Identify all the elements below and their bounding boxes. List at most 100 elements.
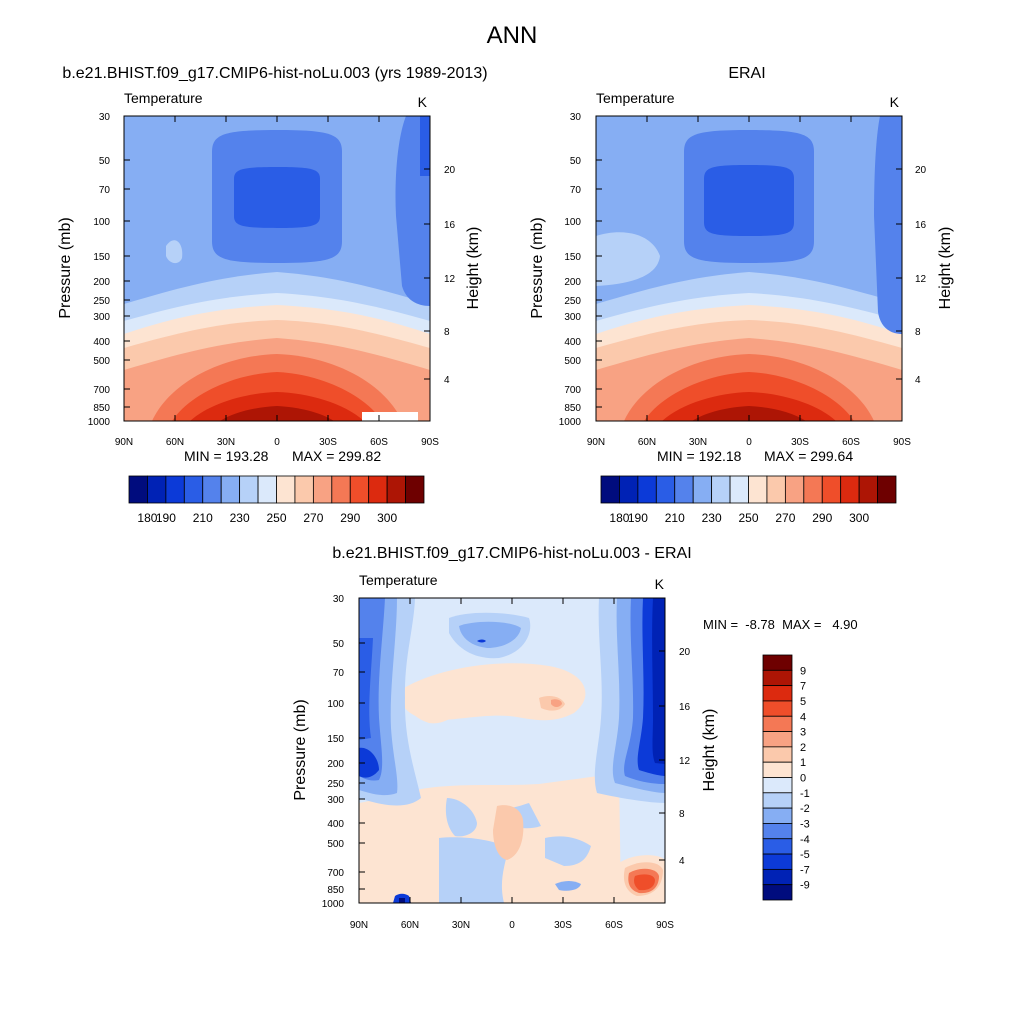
obs-colorbar-tick-label: 210 <box>665 511 685 525</box>
model-colorbar-swatch <box>239 475 259 504</box>
svg-text:150: 150 <box>93 252 110 263</box>
svg-text:4: 4 <box>679 856 685 867</box>
svg-text:0: 0 <box>746 437 752 448</box>
diff-minmax-label: MIN = -8.78 MAX = 4.90 <box>703 617 858 632</box>
svg-text:1000: 1000 <box>88 417 111 428</box>
svg-text:200: 200 <box>564 277 581 288</box>
svg-text:90S: 90S <box>421 437 439 448</box>
model-colorbar-tick-label: 190 <box>156 511 176 525</box>
svg-text:60S: 60S <box>605 920 623 931</box>
diff-colorbar-tick-label: 3 <box>800 727 806 739</box>
model-colorbar-tick-label: 250 <box>266 511 286 525</box>
diff-colorbar-swatch <box>762 731 793 748</box>
diff-ylabel: Pressure (mb) <box>292 699 309 800</box>
model-x-ticks: 90N 60N 30N 0 30S 60S 90S <box>115 116 439 448</box>
obs-max-label: MAX = 299.64 <box>764 448 853 464</box>
svg-text:200: 200 <box>327 759 344 770</box>
svg-text:1000: 1000 <box>559 417 582 428</box>
obs-min-label: MIN = 192.18 <box>657 448 742 464</box>
diff-colorbar-swatch <box>762 838 793 855</box>
obs-colorbar-swatch <box>655 475 676 504</box>
model-colorbar-swatch <box>220 475 241 504</box>
svg-text:30N: 30N <box>452 920 470 931</box>
svg-text:150: 150 <box>564 252 581 263</box>
diff-colorbar-tick-label: -9 <box>800 880 810 892</box>
obs-colorbar-swatch <box>840 475 860 504</box>
diff-panel: Temperature K <box>292 572 858 931</box>
svg-text:30S: 30S <box>319 437 337 448</box>
diff-panel-header: b.e21.BHIST.f09_g17.CMIP6-hist-noLu.003 … <box>332 545 691 562</box>
svg-text:400: 400 <box>93 337 110 348</box>
obs-colorbar-swatch <box>766 475 786 504</box>
obs-colorbar-swatch <box>637 475 657 504</box>
model-colorbar-swatch <box>276 475 296 504</box>
svg-text:70: 70 <box>570 185 582 196</box>
obs-colorbar-tick-label: 290 <box>812 511 832 525</box>
obs-colorbar-tick-label: 250 <box>738 511 758 525</box>
svg-text:90S: 90S <box>656 920 674 931</box>
model-ylabel: Pressure (mb) <box>57 217 74 318</box>
model-colorbar-swatch <box>386 475 406 504</box>
svg-text:60S: 60S <box>370 437 388 448</box>
obs-colorbar-tick-label: 270 <box>775 511 795 525</box>
diff-colorbar-swatch <box>762 761 793 778</box>
svg-text:100: 100 <box>564 217 581 228</box>
svg-text:250: 250 <box>93 296 110 307</box>
model-variable-label: Temperature <box>124 90 203 106</box>
obs-ylabel-right: Height (km) <box>937 227 954 310</box>
svg-text:16: 16 <box>444 220 456 231</box>
obs-contour-field <box>596 116 902 421</box>
diff-colorbar-tick-label: 4 <box>800 711 806 723</box>
svg-text:50: 50 <box>570 156 582 167</box>
svg-text:70: 70 <box>99 185 111 196</box>
model-colorbar-swatch <box>165 475 185 504</box>
svg-text:50: 50 <box>333 639 345 650</box>
diff-colorbar-swatch <box>762 654 793 671</box>
svg-text:500: 500 <box>564 356 581 367</box>
obs-colorbar-tick-label: 230 <box>702 511 722 525</box>
diff-colorbar-swatch <box>762 823 793 840</box>
model-contour-field <box>124 116 430 421</box>
obs-colorbar-tick-label: 300 <box>849 511 869 525</box>
svg-text:500: 500 <box>327 839 344 850</box>
diff-colorbar-tick-label: -7 <box>800 864 810 876</box>
obs-panel: Temperature K 30 50 70 100 150 200 2 <box>529 90 954 464</box>
diff-variable-label: Temperature <box>359 572 438 588</box>
diff-colorbar-swatch <box>762 685 793 702</box>
diff-colorbar-tick-label: 2 <box>800 742 806 754</box>
svg-text:300: 300 <box>93 312 110 323</box>
model-colorbar-swatch <box>147 475 167 504</box>
diff-y-ticks: 30 50 70 100 150 200 250 300 400 500 700… <box>322 594 365 910</box>
model-colorbar-tick-label: 180 <box>137 511 157 525</box>
diff-contour-field <box>359 598 665 903</box>
model-colorbar-swatch <box>312 475 333 504</box>
svg-text:400: 400 <box>564 337 581 348</box>
model-height-ticks: 20 16 12 8 4 <box>424 165 456 386</box>
model-colorbar-swatch <box>349 475 370 504</box>
model-panel-header: b.e21.BHIST.f09_g17.CMIP6-hist-noLu.003 … <box>62 65 487 82</box>
svg-text:90N: 90N <box>115 437 133 448</box>
model-max-label: MAX = 299.82 <box>292 448 381 464</box>
obs-colorbar-swatch <box>600 475 620 504</box>
svg-text:700: 700 <box>327 868 344 879</box>
svg-text:30S: 30S <box>791 437 809 448</box>
obs-colorbar-swatch <box>821 475 842 504</box>
svg-text:90N: 90N <box>350 920 368 931</box>
svg-text:0: 0 <box>274 437 280 448</box>
obs-colorbar-tick-label: 190 <box>628 511 648 525</box>
svg-text:12: 12 <box>444 274 456 285</box>
diff-colorbar-swatch <box>762 853 793 870</box>
obs-x-ticks: 90N 60N 30N 0 30S 60S 90S <box>587 116 911 448</box>
svg-text:8: 8 <box>679 809 685 820</box>
model-colorbar-tick-label: 230 <box>230 511 250 525</box>
model-colorbar-swatch <box>183 475 204 504</box>
svg-text:200: 200 <box>93 277 110 288</box>
diff-x-ticks: 90N 60N 30N 0 30S 60S 90S <box>350 598 674 931</box>
svg-text:100: 100 <box>327 699 344 710</box>
model-colorbar-swatch <box>257 475 277 504</box>
svg-text:60N: 60N <box>166 437 184 448</box>
svg-text:150: 150 <box>327 734 344 745</box>
obs-variable-label: Temperature <box>596 90 675 106</box>
diff-colorbar-tick-label: 1 <box>800 757 806 769</box>
